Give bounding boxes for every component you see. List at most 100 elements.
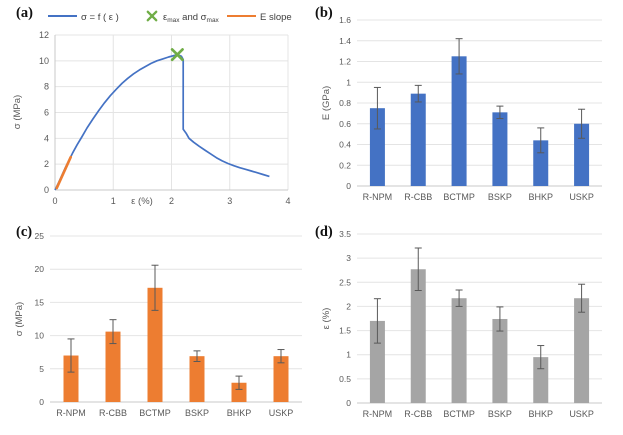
- y-tick-label: 1: [346, 350, 351, 360]
- category-label: BHKP: [528, 192, 553, 202]
- y-tick-label: 0: [39, 397, 44, 407]
- error-bar-R-CBB: [414, 247, 422, 291]
- bar-R-CBB: [410, 269, 426, 403]
- error-bar-USKP: [578, 108, 586, 139]
- y-tick-label: 2: [346, 301, 351, 311]
- y-tick-label: 3: [346, 253, 351, 263]
- category-label: R-CBB: [404, 409, 432, 419]
- x-tick-label: 2: [169, 196, 174, 206]
- y-tick-label: 0.8: [339, 98, 351, 108]
- legend-label-max-point: εmax and σmax: [163, 12, 220, 24]
- stress-strain-curve: [54, 54, 270, 191]
- error-bar-BCTMP: [455, 289, 463, 307]
- panel-d: (d) 0 0.5 1 1.5 2 2.5 3 3.5 ε (%) R-NPM R-CBB BCTMP…: [311, 218, 623, 435]
- x-axis-title: ε (%): [131, 196, 153, 207]
- y-tick-label: 8: [44, 82, 49, 92]
- category-label: BSKP: [488, 192, 512, 202]
- bar-BSKP: [492, 112, 508, 186]
- x-tick-label: 4: [285, 196, 290, 206]
- y-tick-label: 1.4: [339, 36, 351, 46]
- bar-USKP: [574, 123, 590, 186]
- bar-BCTMP: [147, 287, 163, 402]
- category-label: BCTMP: [443, 409, 475, 419]
- error-bar-R-CBB: [109, 319, 117, 345]
- error-bar-BSKP: [193, 350, 201, 362]
- y-tick-label: 1.5: [339, 326, 351, 336]
- category-label: BSKP: [488, 409, 512, 419]
- bar-BHKP: [533, 357, 549, 403]
- bar-BCTMP: [451, 298, 467, 403]
- bar-USKP: [574, 298, 590, 403]
- error-bar-BSKP: [496, 306, 504, 332]
- x-tick-label: 1: [111, 196, 116, 206]
- category-label: R-NPM: [363, 192, 393, 202]
- bar-BHKP: [231, 382, 247, 402]
- y-tick-label: 25: [35, 231, 45, 241]
- error-bar-BHKP: [537, 127, 545, 154]
- y-tick-label: 10: [35, 331, 45, 341]
- tensile-strength-bar-chart: 0 5 10 15 20 25 σ (MPa) R-NPM R-CBB BCTMP BSKP BHKP…: [14, 231, 302, 418]
- y-axis-title: σ (MPa): [12, 95, 23, 129]
- max-point-marker: [170, 48, 184, 62]
- x-tick-label: 3: [227, 196, 232, 206]
- bar-BSKP: [492, 318, 508, 403]
- y-tick-label: 2.5: [339, 277, 351, 287]
- category-label: BHKP: [528, 409, 553, 419]
- category-label: R-CBB: [99, 408, 127, 418]
- legend: σ = f ( ε ) εmax and σmax E slope: [48, 10, 292, 24]
- y-tick-label: 6: [44, 108, 49, 118]
- error-bar-BCTMP: [151, 264, 159, 311]
- bar-R-CBB: [410, 93, 426, 186]
- y-tick-label: 5: [39, 364, 44, 374]
- y-tick-label: 1.2: [339, 57, 351, 67]
- bar-R-NPM: [63, 355, 79, 402]
- y-tick-label: 0.5: [339, 374, 351, 384]
- error-bar-USKP: [277, 349, 285, 364]
- panel-b: (b) 0 0.2 0.4 0.6 0.8 1 1.2 1.4 1.6 E (GPa) R-NPM R…: [311, 0, 623, 218]
- panel-c: (c) 0 5 10 15 20 25 σ (MPa) R-NPM R-CBB BCTMP BSKP…: [0, 218, 311, 435]
- legend-label-e-slope: E slope: [260, 12, 292, 23]
- y-tick-label: 0.2: [339, 160, 351, 170]
- y-tick-label: 0: [44, 185, 49, 195]
- error-bar-USKP: [578, 283, 586, 313]
- legend-label-sigma-curve: σ = f ( ε ): [81, 12, 119, 23]
- bar-USKP: [273, 356, 289, 402]
- category-label: R-NPM: [363, 409, 393, 419]
- panel-a-label: (a): [16, 5, 33, 21]
- error-bar-BHKP: [537, 345, 545, 370]
- error-bar-BCTMP: [455, 38, 463, 75]
- panel-b-label: (b): [315, 5, 333, 21]
- error-bar-R-NPM: [67, 338, 75, 373]
- y-tick-label: 0.6: [339, 119, 351, 129]
- error-bar-R-CBB: [414, 84, 422, 103]
- y-tick-label: 4: [44, 133, 49, 143]
- y-tick-label: 10: [39, 56, 49, 66]
- legend-x-marker-icon: [146, 10, 158, 22]
- y-tick-label: 3.5: [339, 229, 351, 239]
- y-tick-label: 0: [346, 398, 351, 408]
- y-tick-label: 1: [346, 77, 351, 87]
- bar-R-NPM: [369, 320, 385, 403]
- y-tick-label: 2: [44, 159, 49, 169]
- bar-BCTMP: [451, 56, 467, 186]
- bar-BHKP: [533, 140, 549, 186]
- elastic-modulus-bar-chart: 0 0.2 0.4 0.6 0.8 1 1.2 1.4 1.6 E (GPa) R-NPM R-CBB…: [321, 15, 602, 202]
- e-slope-segment: [55, 155, 73, 190]
- error-bar-BSKP: [496, 105, 504, 120]
- y-axis-title: E (GPa): [321, 86, 332, 120]
- panel-a: (a) 0 1 2 3 4 0 2 4 6 8 10 12 ε (%) σ (MPa) σ = f ( ε …: [0, 0, 311, 218]
- category-label: BCTMP: [139, 408, 171, 418]
- category-label: USKP: [569, 409, 594, 419]
- bar-R-NPM: [369, 108, 385, 186]
- y-tick-label: 1.6: [339, 15, 351, 25]
- category-label: BSKP: [185, 408, 209, 418]
- category-label: BCTMP: [443, 192, 475, 202]
- x-tick-label: 0: [52, 196, 57, 206]
- error-bar-BHKP: [235, 375, 243, 390]
- y-tick-label: 0.4: [339, 140, 351, 150]
- y-tick-label: 20: [35, 264, 45, 274]
- y-tick-label: 12: [39, 30, 49, 40]
- y-tick-label: 15: [35, 297, 45, 307]
